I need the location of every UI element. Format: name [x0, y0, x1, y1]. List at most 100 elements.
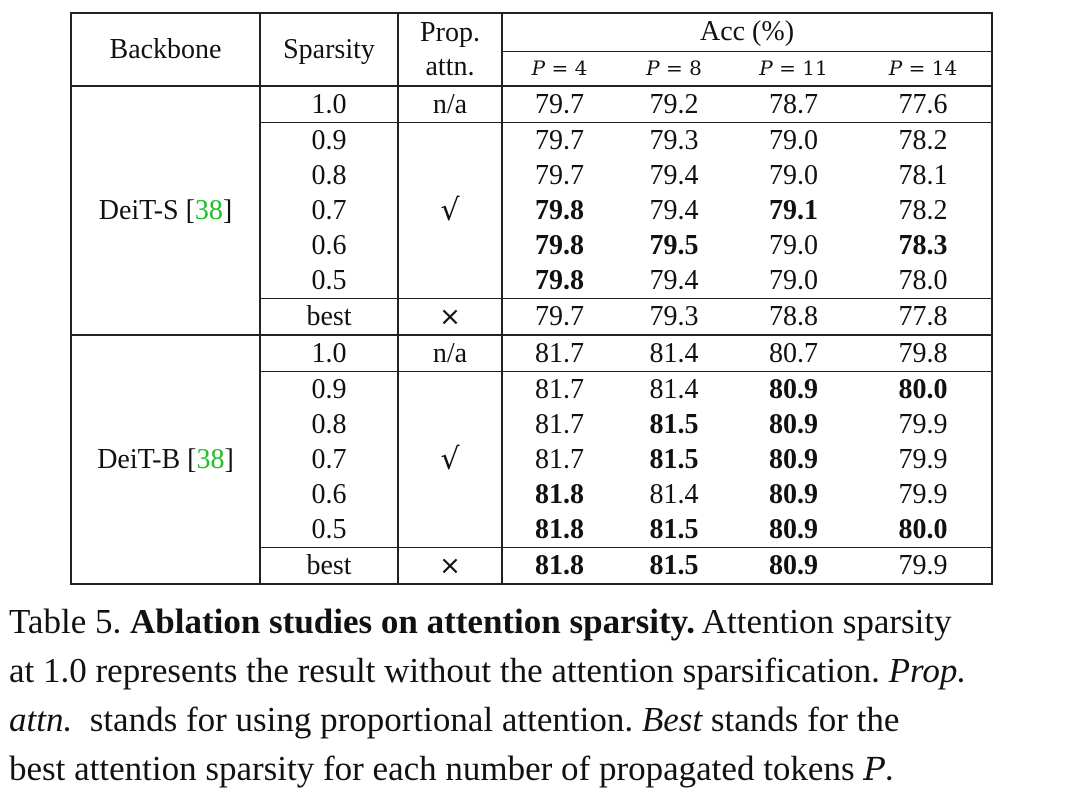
table-header: Backbone Sparsity Prop. attn. Acc (%) P …: [70, 12, 993, 87]
sparsity-cell: 1.0: [260, 335, 399, 372]
caption-text-3: stands for using proportional attention.: [89, 700, 634, 739]
acc-value: 77.8: [898, 300, 948, 332]
acc-cell: 79.4: [616, 158, 732, 193]
acc-value: 80.7: [769, 337, 818, 369]
acc-cell: 79.4: [616, 263, 732, 299]
acc-value: 79.4: [649, 194, 699, 226]
acc-value: 79.4: [649, 159, 699, 191]
table-row: 0.9 √ 81.7 81.4 80.9 80.0: [71, 371, 993, 548]
acc-cell: 78.8: [732, 298, 855, 336]
citation-link[interactable]: 38: [194, 194, 223, 226]
acc-cell: 78.2: [855, 193, 993, 228]
acc-value: 79.0: [769, 124, 818, 156]
acc-cell: 80.9: [732, 477, 855, 512]
acc-value: 81.4: [649, 337, 699, 369]
acc-value-bold: 81.5: [649, 443, 699, 475]
p-eq: =: [779, 56, 796, 81]
caption-line-1: Table 5. Ablation studies on attention s…: [9, 597, 1069, 646]
acc-cell: 79.8: [502, 263, 616, 299]
citation-link[interactable]: 38: [196, 443, 225, 475]
acc-cell: 79.5: [616, 228, 732, 263]
caption-text-2: at 1.0 represents the result without the…: [9, 651, 880, 690]
acc-cell: 79.8: [855, 335, 993, 372]
table-row: 0.7 79.8 79.4 79.1 78.2: [71, 193, 993, 228]
acc-cell: 79.9: [855, 407, 993, 442]
table-row: best × 79.7 79.3 78.8 77.8: [71, 298, 993, 336]
p-eq: =: [908, 56, 926, 81]
acc-value: 77.6: [898, 88, 948, 120]
caption-label: Table 5.: [9, 602, 122, 641]
p-value: 11: [802, 56, 828, 81]
acc-value: 78.7: [769, 88, 818, 120]
acc-value-bold: 80.9: [769, 443, 818, 475]
header-p-0: P = 4: [502, 51, 616, 87]
acc-cell: 80.9: [732, 407, 855, 442]
acc-value-bold: 81.5: [649, 549, 699, 581]
ablation-table: Backbone Sparsity Prop. attn. Acc (%) P …: [70, 12, 993, 585]
acc-cell: 79.3: [616, 123, 732, 159]
p-eq: =: [665, 56, 683, 81]
acc-value-bold: 80.0: [898, 373, 948, 405]
acc-cell: 79.4: [616, 193, 732, 228]
acc-value: 81.4: [649, 373, 699, 405]
backbone-cell: DeiT-B [38]: [70, 335, 261, 585]
acc-cell: 81.5: [616, 407, 732, 442]
caption-period: .: [884, 749, 894, 788]
table-row: 0.9 √ 79.7 79.3 79.0 78.2: [71, 122, 993, 299]
prop-attn-cell: n/a: [398, 86, 503, 123]
checkmark-icon: √: [398, 122, 503, 299]
table-row: DeiT-B [38] 1.0 n/a 81.7 81.4 80.7 79.8: [70, 335, 993, 585]
acc-value-bold: 79.8: [535, 194, 584, 226]
acc-value: 79.9: [898, 478, 948, 510]
table-row: 0.5 79.8 79.4 79.0 78.0: [71, 263, 993, 299]
backbone-cell: DeiT-S [38]: [70, 86, 261, 336]
acc-value-bold: 80.9: [769, 373, 818, 405]
acc-value: 79.7: [535, 300, 584, 332]
acc-value: 79.4: [649, 264, 699, 296]
acc-cell: 77.8: [855, 298, 993, 336]
acc-cell: 81.7: [502, 442, 616, 477]
sparsity-cell: 0.7: [260, 442, 399, 477]
acc-value-bold: 80.9: [769, 408, 818, 440]
acc-value: 79.3: [649, 124, 699, 156]
acc-value-bold: 80.9: [769, 478, 818, 510]
sparsity-cell: 0.7: [260, 193, 399, 228]
acc-value: 79.7: [535, 124, 584, 156]
acc-cell: 80.9: [732, 442, 855, 477]
caption-best-italic: Best: [641, 700, 703, 739]
acc-cell: 81.7: [502, 372, 616, 408]
sparsity-cell: 0.9: [260, 371, 399, 407]
sparsity-cell: best: [260, 298, 399, 336]
acc-cell: 80.0: [855, 371, 993, 407]
acc-cell: 78.2: [855, 122, 993, 158]
acc-value: 79.3: [649, 300, 699, 332]
acc-cell: 79.9: [855, 442, 993, 477]
caption-text-4: best attention sparsity for each number …: [9, 749, 855, 788]
table-caption: Table 5. Ablation studies on attention s…: [9, 597, 1069, 794]
sparsity-cell: 0.8: [260, 407, 399, 442]
cross-icon: ×: [398, 298, 503, 336]
acc-cell: 79.3: [616, 298, 732, 336]
caption-p-symbol: P: [863, 750, 885, 788]
acc-value-bold: 79.8: [535, 264, 584, 296]
cross-icon: ×: [398, 547, 503, 585]
acc-value-bold: 79.5: [649, 229, 699, 261]
sparsity-cell: 0.5: [260, 512, 399, 548]
table-row: 0.5 81.8 81.5 80.9 80.0: [71, 512, 993, 548]
caption-line-3: attn. stands for using proportional atte…: [9, 695, 1069, 744]
acc-value-bold: 80.9: [769, 513, 818, 545]
acc-cell: 79.8: [502, 193, 616, 228]
acc-cell: 81.5: [616, 512, 732, 548]
acc-cell: 79.9: [855, 477, 993, 512]
acc-value: 78.2: [898, 124, 948, 156]
acc-cell: 78.3: [855, 228, 993, 263]
table-body: DeiT-S [38] 1.0 n/a 79.7 79.2 78.7 77.6 0.9 √ 79.…: [70, 86, 993, 585]
caption-text-1: Attention sparsity: [701, 602, 952, 641]
acc-value: 81.7: [535, 408, 584, 440]
acc-value-bold: 80.0: [898, 513, 948, 545]
header-p-3: P = 14: [855, 51, 993, 87]
acc-cell: 79.0: [732, 263, 855, 299]
checkmark-icon: √: [398, 371, 503, 548]
acc-cell: 78.7: [732, 86, 855, 123]
